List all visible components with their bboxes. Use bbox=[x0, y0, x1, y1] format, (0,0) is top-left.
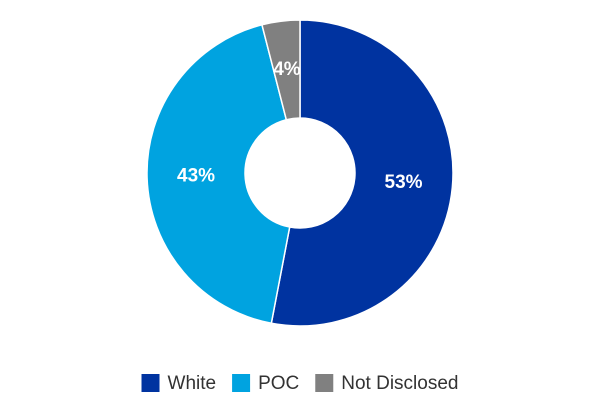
legend-label: Not Disclosed bbox=[341, 373, 458, 394]
data-label: 53% bbox=[385, 172, 423, 193]
legend-swatch bbox=[141, 374, 160, 392]
legend-swatch bbox=[315, 374, 334, 392]
data-label: 4% bbox=[273, 59, 301, 80]
slice bbox=[146, 23, 291, 325]
legend-label: POC bbox=[258, 373, 299, 394]
legend: White POC Not Disclosed bbox=[141, 373, 458, 394]
data-label: 43% bbox=[177, 165, 215, 186]
slice bbox=[270, 19, 454, 327]
legend-swatch bbox=[232, 374, 251, 392]
slice bbox=[261, 19, 301, 121]
legend-label: White bbox=[168, 373, 217, 394]
